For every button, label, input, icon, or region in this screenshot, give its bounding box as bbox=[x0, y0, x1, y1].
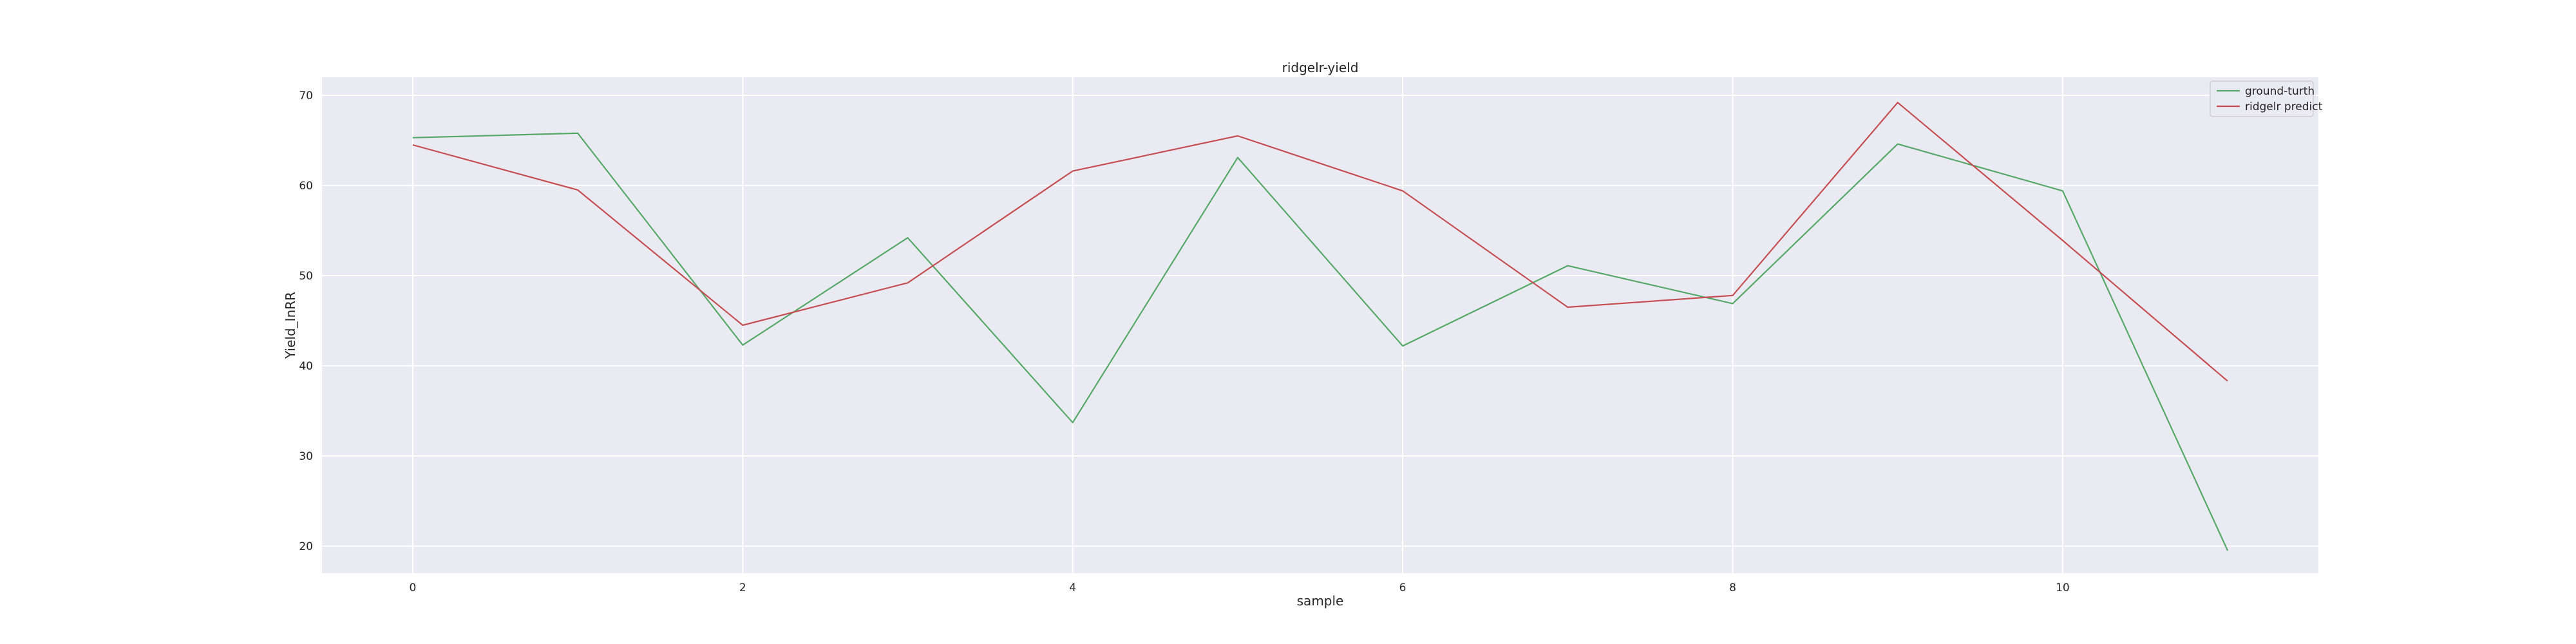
y-tick-label: 40 bbox=[299, 360, 313, 373]
plot-area bbox=[322, 77, 2318, 573]
x-tick-label: 6 bbox=[1399, 582, 1406, 594]
y-tick-label: 70 bbox=[299, 90, 313, 102]
legend-box bbox=[2210, 80, 2314, 117]
x-tick-label: 10 bbox=[2056, 582, 2070, 594]
x-tick-label: 2 bbox=[739, 582, 746, 594]
y-tick-label: 20 bbox=[299, 540, 313, 553]
series-line-ridgelr-predict bbox=[412, 102, 2228, 382]
tick-labels: 20 30 40 50 60 70 0 2 4 6 8 10 bbox=[299, 90, 2069, 594]
y-tick-label: 60 bbox=[299, 180, 313, 193]
y-axis-label: Yield_InRR bbox=[283, 292, 298, 359]
series-line-ground-turth bbox=[412, 132, 2229, 551]
x-tick-label: 0 bbox=[409, 582, 416, 594]
x-tick-label: 8 bbox=[1729, 582, 1736, 594]
series-layer bbox=[412, 102, 2229, 551]
chart-title: ridgelr-yield bbox=[1282, 60, 1359, 75]
y-tick-label: 50 bbox=[299, 270, 313, 283]
x-tick-label: 4 bbox=[1069, 582, 1076, 594]
legend-label-ridgelr-predict: ridgelr predict bbox=[2245, 100, 2323, 113]
legend-label-ground-turth: ground-turth bbox=[2245, 85, 2315, 98]
y-tick-label: 30 bbox=[299, 450, 313, 463]
legend: ground-turth ridgelr predict bbox=[2210, 80, 2323, 117]
gridlines bbox=[322, 77, 2318, 573]
x-axis-label: sample bbox=[1297, 593, 1344, 609]
